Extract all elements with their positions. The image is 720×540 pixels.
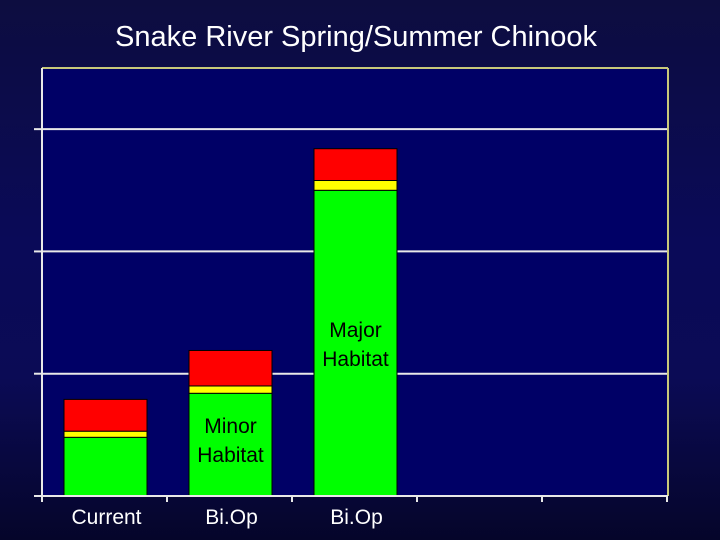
x-tick-label: Bi.Op bbox=[205, 506, 258, 529]
bar-segment bbox=[63, 430, 148, 438]
bar-segment bbox=[188, 385, 273, 394]
x-tick-label: Current bbox=[71, 506, 141, 529]
annotation-label: Minor bbox=[204, 415, 257, 438]
chart-title: Snake River Spring/Summer Chinook bbox=[115, 21, 597, 53]
bar-segment bbox=[188, 349, 273, 387]
annotation-label: Major bbox=[329, 319, 382, 342]
bar-segment bbox=[313, 148, 398, 182]
bar-segment bbox=[63, 398, 148, 432]
annotation-label: Habitat bbox=[197, 444, 264, 467]
annotation-label: Habitat bbox=[322, 348, 389, 371]
category-labels: Current Bi.Op Bi.Op bbox=[71, 506, 382, 529]
bar-segment bbox=[188, 392, 273, 497]
bars bbox=[63, 148, 398, 497]
annotations: Minor Habitat Major Habitat bbox=[197, 319, 389, 467]
bar-segment bbox=[313, 180, 398, 191]
x-tick-label: Bi.Op bbox=[330, 506, 383, 529]
axes bbox=[34, 67, 669, 502]
bar-segment bbox=[313, 189, 398, 497]
bar-segment bbox=[63, 436, 148, 497]
